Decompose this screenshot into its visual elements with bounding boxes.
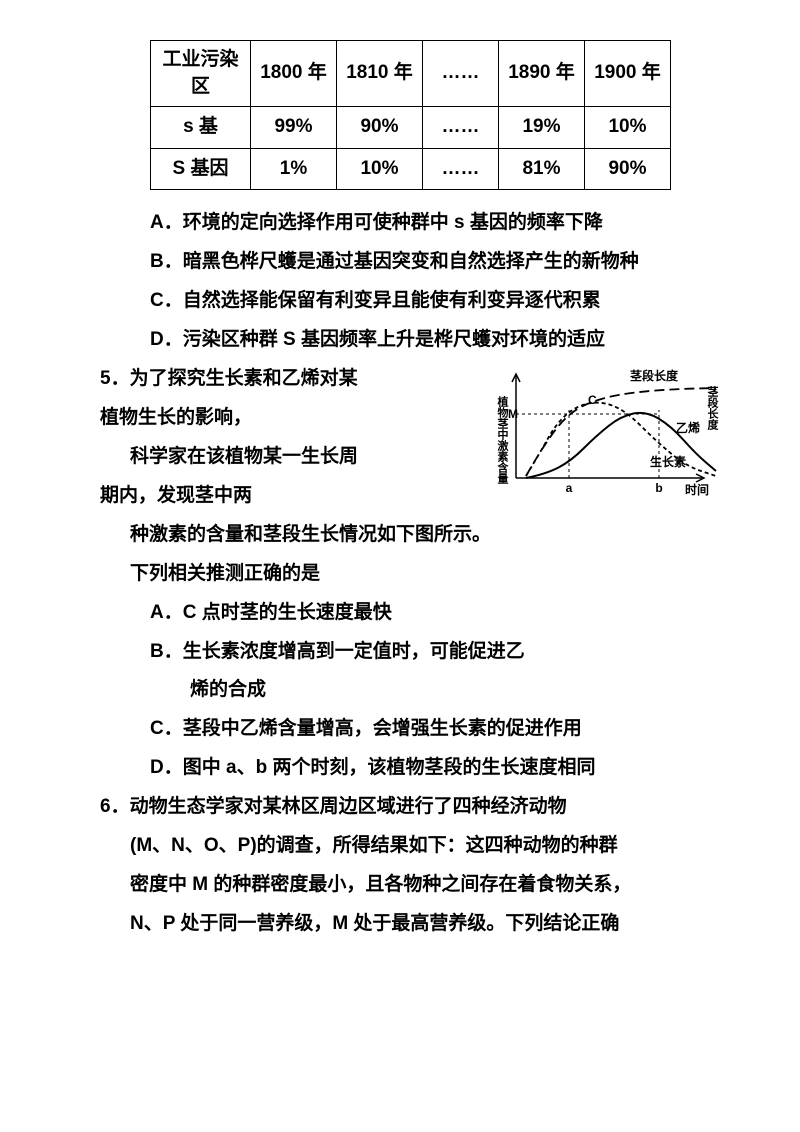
table-header-cell: 1810 年 [337,41,423,107]
cell-text: 81% [522,158,560,179]
table-header-cell: …… [423,41,499,107]
table-row: 工业污染区 1800 年 1810 年 …… 1890 年 1900 年 [151,41,671,107]
option-d: D．图中 a、b 两个时刻，该植物茎段的生长速度相同 [150,749,720,788]
cell-text: 90% [608,158,646,179]
cell-text: 1800 年 [260,62,327,83]
q6-stem: 6．动物生态学家对某林区周边区域进行了四种经济动物 [100,788,720,827]
cell-text: …… [442,158,480,179]
q5-options: A．C 点时茎的生长速度最快 B．生长素浓度增高到一定值时，可能促进乙 烯的合成… [100,594,720,789]
table-row: s 基 99% 90% …… 19% 10% [151,107,671,149]
option-b-cont: 烯的合成 [150,671,720,710]
table-cell: 10% [337,148,423,190]
cell-text: 工业污染区 [162,49,238,97]
option-b: B．暗黑色桦尺蠖是通过基因突变和自然选择产生的新物种 [150,243,720,282]
q4-options: A．环境的定向选择作用可使种群中 s 基因的频率下降 B．暗黑色桦尺蠖是通过基因… [100,204,720,360]
chart-xlabel: 时间 [685,482,709,497]
question-5: 植物茎中激素含量 C 茎段长度 茎段长度 乙烯 生长素 M a [100,360,720,788]
table-cell: 90% [337,107,423,149]
chart-label-m: M [508,407,518,421]
table-cell: …… [423,107,499,149]
question-6: 6．动物生态学家对某林区周边区域进行了四种经济动物 (M、N、O、P)的调查，所… [100,788,720,944]
chart-svg: 植物茎中激素含量 C 茎段长度 茎段长度 乙烯 生长素 M a [490,366,730,502]
option-d: D．污染区种群 S 基因频率上升是桦尺蠖对环境的适应 [150,321,720,360]
cell-text: 10% [608,116,646,137]
chart-series-label: 生长素 [650,454,686,469]
option-b: B．生长素浓度增高到一定值时，可能促进乙 [150,633,720,672]
chart-series-label: 乙烯 [676,420,700,435]
option-a: A．环境的定向选择作用可使种群中 s 基因的频率下降 [150,204,720,243]
chart-right-label: 茎段长度 [706,385,719,431]
cell-text: 1% [280,158,307,179]
cell-text: 10% [360,158,398,179]
table-cell: 90% [585,148,671,190]
table-header-cell: 1800 年 [251,41,337,107]
cell-text: 99% [274,116,312,137]
cell-text: 1900 年 [594,62,661,83]
chart-tick-a: a [566,481,573,495]
chart-series-label: 茎段长度 [630,368,679,383]
option-c: C．自然选择能保留有利变异且能使有利变异逐代积累 [150,282,720,321]
chart-label-c: C [588,393,597,407]
table-cell: s 基 [151,107,251,149]
table-cell: 1% [251,148,337,190]
q5-stem: 下列相关推测正确的是 [100,555,720,594]
cell-text: …… [442,62,480,83]
table-row: S 基因 1% 10% …… 81% 90% [151,148,671,190]
table-cell: …… [423,148,499,190]
cell-text: 1890 年 [508,62,575,83]
table-header-cell: 1890 年 [499,41,585,107]
option-c: C．茎段中乙烯含量增高，会增强生长素的促进作用 [150,710,720,749]
table-cell: 81% [499,148,585,190]
chart-tick-b: b [655,481,662,495]
table-cell: 99% [251,107,337,149]
hormone-chart: 植物茎中激素含量 C 茎段长度 茎段长度 乙烯 生长素 M a [490,366,730,502]
q5-stem: 种激素的含量和茎段生长情况如下图所示。 [100,516,720,555]
data-table: 工业污染区 1800 年 1810 年 …… 1890 年 1900 年 s 基… [150,40,671,190]
cell-text: s 基 [183,116,218,137]
cell-text: 90% [360,116,398,137]
cell-text: S 基因 [173,158,229,179]
q6-stem: 密度中 M 的种群密度最小，且各物种之间存在着食物关系， [100,866,720,905]
option-a: A．C 点时茎的生长速度最快 [150,594,720,633]
table-cell: S 基因 [151,148,251,190]
cell-text: …… [442,116,480,137]
table-header-cell: 工业污染区 [151,41,251,107]
q6-stem: N、P 处于同一营养级，M 处于最高营养级。下列结论正确 [100,905,720,944]
q6-stem: (M、N、O、P)的调查，所得结果如下：这四种动物的种群 [100,827,720,866]
table-cell: 19% [499,107,585,149]
table-header-cell: 1900 年 [585,41,671,107]
table-cell: 10% [585,107,671,149]
cell-text: 1810 年 [346,62,413,83]
cell-text: 19% [522,116,560,137]
